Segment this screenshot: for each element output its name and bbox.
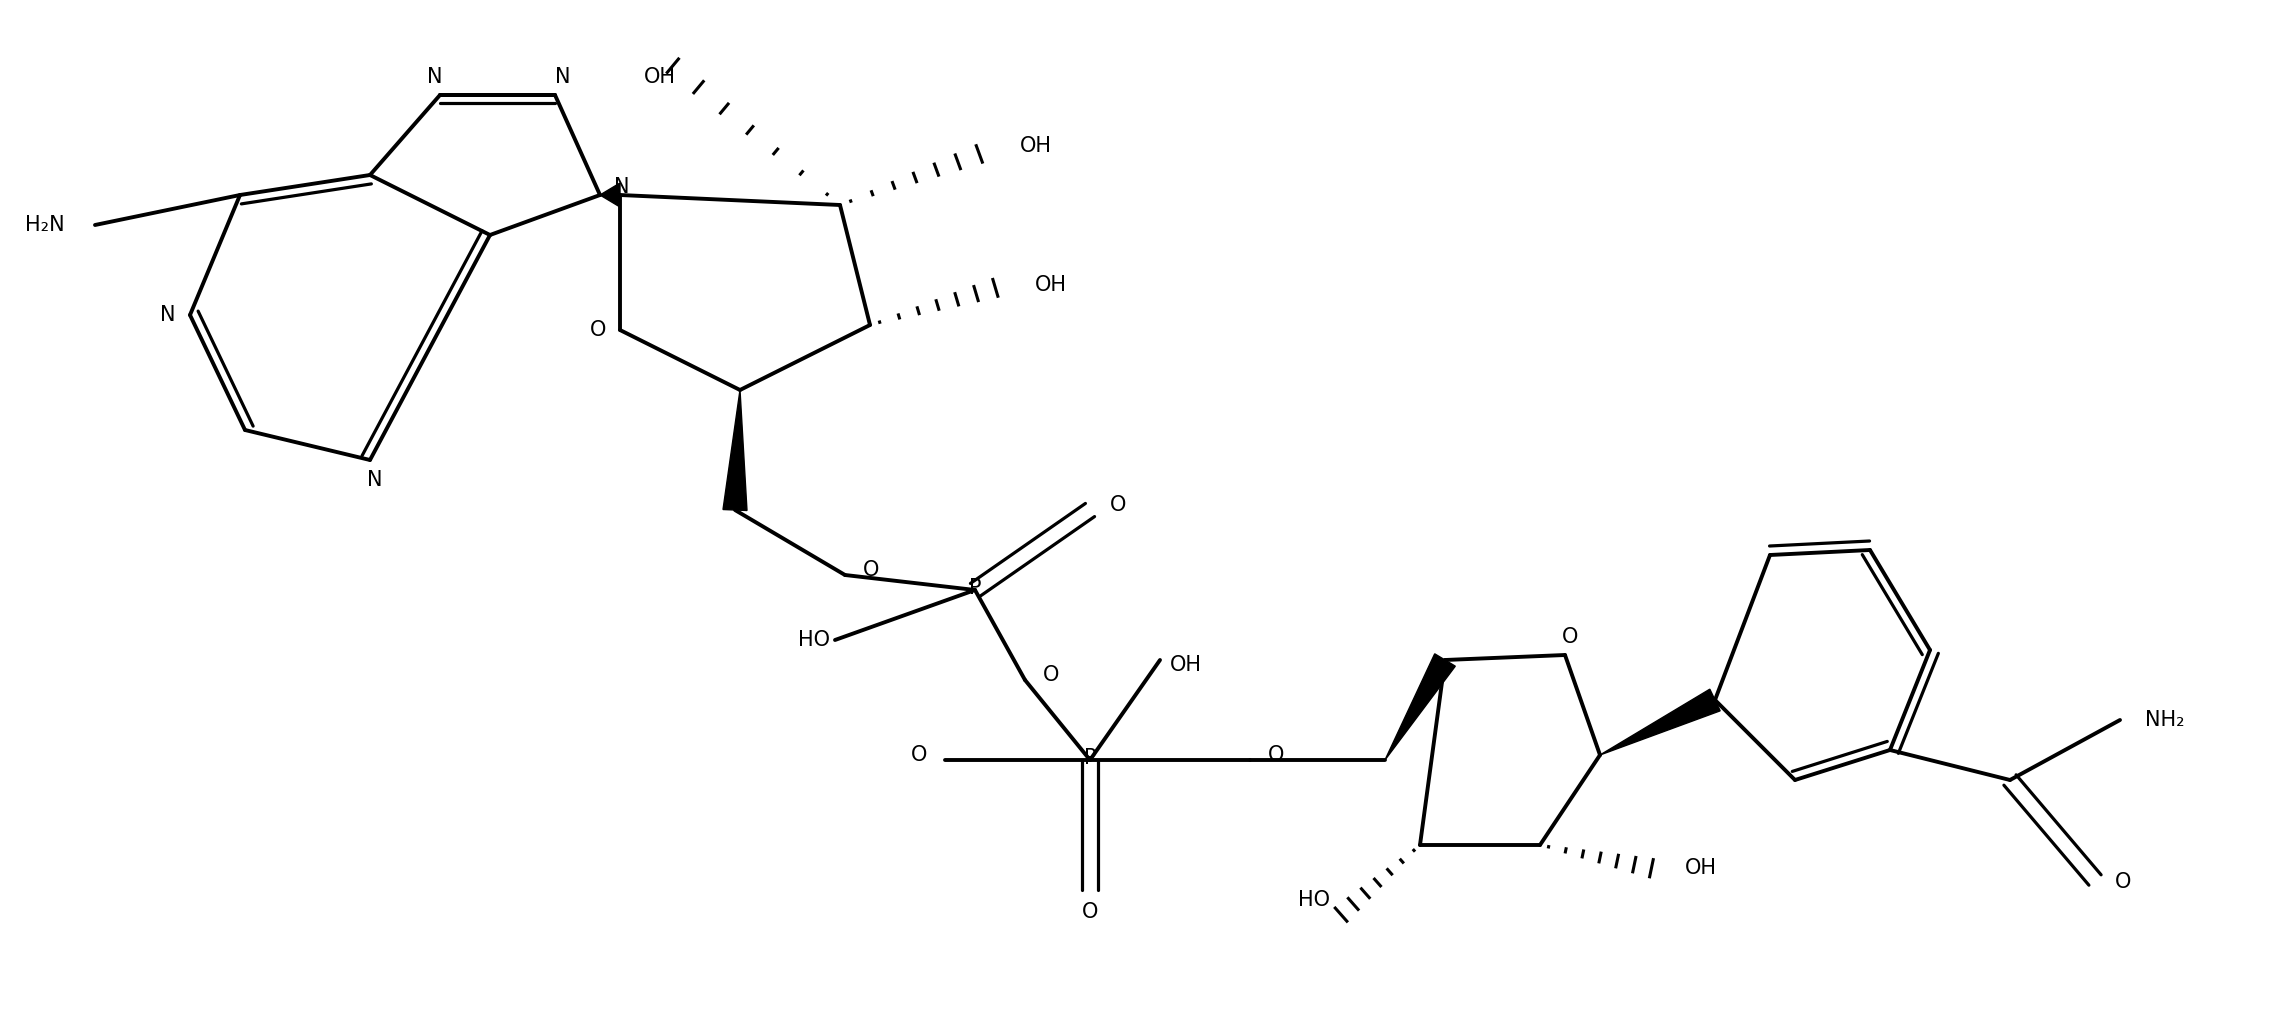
Polygon shape [1601, 689, 1720, 755]
Text: OH: OH [1034, 276, 1066, 295]
Text: N: N [555, 67, 571, 87]
Text: O: O [862, 560, 881, 580]
Text: P: P [1085, 748, 1096, 768]
Text: HO: HO [1298, 890, 1330, 910]
Text: OH: OH [1685, 858, 1717, 878]
Text: HO: HO [798, 630, 830, 650]
Text: O: O [589, 320, 605, 340]
Text: N: N [161, 305, 177, 325]
Text: N: N [1688, 702, 1704, 722]
Text: O: O [1562, 627, 1578, 647]
Text: OH: OH [1020, 136, 1052, 156]
Text: O: O [910, 745, 926, 765]
Text: O: O [1110, 495, 1126, 515]
Polygon shape [601, 183, 619, 207]
Text: O: O [1082, 902, 1098, 922]
Text: NH₂: NH₂ [2144, 710, 2185, 730]
Text: O: O [1043, 665, 1059, 685]
Polygon shape [1385, 654, 1456, 760]
Text: OH: OH [1169, 655, 1202, 675]
Text: P: P [968, 578, 981, 598]
Text: N: N [367, 470, 383, 490]
Text: N: N [615, 177, 631, 197]
Text: O: O [2114, 872, 2132, 892]
Polygon shape [722, 390, 748, 511]
Text: OH: OH [644, 67, 676, 87]
Text: N: N [426, 67, 443, 87]
Text: O: O [1268, 745, 1284, 765]
Text: H₂N: H₂N [25, 215, 64, 235]
